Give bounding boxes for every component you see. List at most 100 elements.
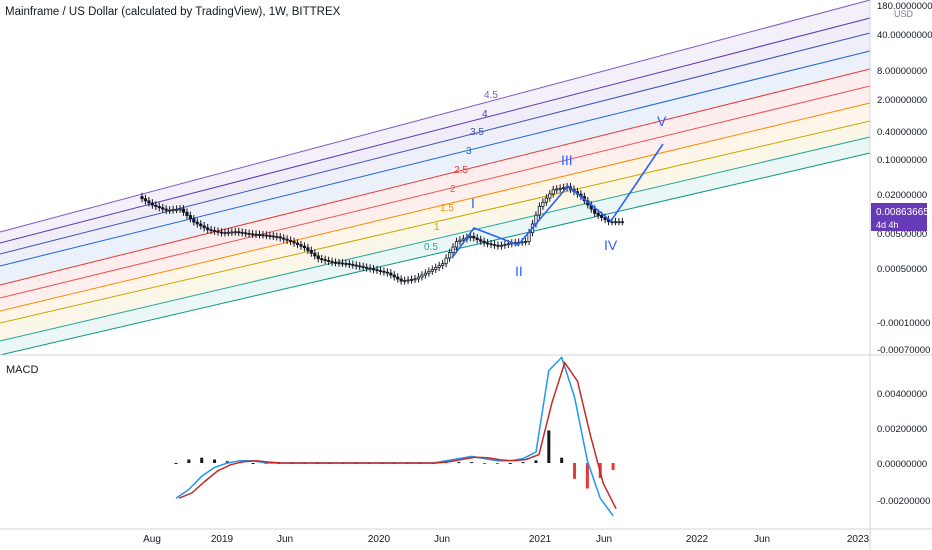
candle-body <box>499 244 504 247</box>
candle-body <box>257 234 262 236</box>
candle-body <box>289 239 293 242</box>
fib-band <box>0 0 870 243</box>
wave-label: III <box>561 152 573 168</box>
fib-band <box>0 18 870 254</box>
macd-tick-label: 0.00200000 <box>877 424 927 435</box>
time-tick-label: Jun <box>434 534 450 545</box>
candle-body <box>427 270 431 274</box>
candle-body <box>330 261 334 263</box>
candle-body <box>382 270 386 273</box>
candle-body <box>192 218 196 223</box>
macd-histogram-bar <box>560 457 564 463</box>
candle-body <box>271 235 275 238</box>
time-tick-label: 2022 <box>686 534 709 545</box>
candle-body <box>610 221 614 224</box>
wave-label: IV <box>604 237 618 253</box>
fib-channel-lines <box>0 0 871 356</box>
price-tick-label: 0.40000000 <box>877 127 927 138</box>
fib-line <box>0 152 871 356</box>
macd-histogram-bar <box>483 463 487 464</box>
candle-body <box>434 267 438 270</box>
candle-body <box>209 229 213 232</box>
candle-body <box>285 238 289 241</box>
macd-histogram-bar <box>213 459 217 463</box>
time-tick-label: 2023 <box>847 534 870 545</box>
candle-body <box>468 235 472 238</box>
candle-body <box>378 270 383 272</box>
fib-level-label: 2.5 <box>454 165 468 176</box>
price-tick-label: 40.00000000 <box>877 30 932 41</box>
candle-body <box>593 208 597 214</box>
candle-body <box>413 278 417 281</box>
candle-body <box>320 258 324 261</box>
candle-body <box>475 237 479 241</box>
candle-body <box>437 265 441 268</box>
macd-histogram-bar <box>534 460 538 463</box>
fib-level-label: 4.5 <box>484 90 498 101</box>
fib-line <box>0 102 871 312</box>
candle-body <box>441 263 445 266</box>
macd-histogram-bar <box>508 463 512 464</box>
candle-body <box>351 264 355 266</box>
time-tick-label: 2019 <box>211 534 234 545</box>
fib-level-label: 1.5 <box>440 203 454 214</box>
candle-body <box>496 244 500 247</box>
fib-line <box>0 50 871 267</box>
candle-body <box>299 244 303 247</box>
candle-body <box>206 227 210 231</box>
candle-body <box>354 264 358 267</box>
candle-body <box>403 280 407 282</box>
wave-path <box>451 143 664 259</box>
macd-tick-label: 0.00400000 <box>877 389 927 400</box>
candle-body <box>168 209 172 212</box>
currency-label: USD <box>894 9 914 19</box>
candle-body <box>541 201 545 207</box>
candle-body <box>333 261 338 264</box>
candle-body <box>143 198 148 202</box>
candle-body <box>171 209 175 212</box>
fib-line <box>0 136 871 342</box>
macd-histogram-bar <box>547 430 551 463</box>
fib-band <box>0 121 870 341</box>
price-tick-label: -0.00070000 <box>877 345 930 356</box>
macd-tick-label: 0.00000000 <box>877 459 927 470</box>
candle-body <box>295 242 300 246</box>
candle-body <box>313 252 317 257</box>
fib-level-label: 0.5 <box>424 242 438 253</box>
candle-body <box>389 272 393 276</box>
candle-body <box>306 247 310 251</box>
candle-body <box>327 260 331 262</box>
candle-body <box>230 231 234 234</box>
candle-body <box>219 231 224 234</box>
candle-body <box>447 252 452 259</box>
candle-body <box>178 208 182 211</box>
price-tick-label: 0.00500000 <box>877 229 927 240</box>
macd-histogram-bar <box>251 463 255 464</box>
candle-body <box>555 188 559 191</box>
fib-band <box>0 51 870 285</box>
candle-body <box>157 206 161 209</box>
candle-body <box>147 200 151 204</box>
candle-body <box>323 259 327 261</box>
candle-body <box>409 279 414 281</box>
candle-body <box>485 242 490 245</box>
candle-body <box>150 202 154 206</box>
candle-body <box>617 221 621 224</box>
candle-body <box>282 237 286 240</box>
candle-body <box>223 232 227 234</box>
price-tick-label: -0.00010000 <box>877 318 930 329</box>
candle-body <box>316 255 320 260</box>
fib-line <box>0 17 871 244</box>
fib-line <box>0 0 871 233</box>
wave-label: II <box>515 263 523 279</box>
candle-body <box>454 241 459 248</box>
candle-body <box>344 262 348 265</box>
fib-line <box>0 68 871 286</box>
candle-body <box>278 236 282 239</box>
macd-histogram-bar <box>174 463 178 464</box>
fib-line <box>0 120 871 324</box>
macd-histogram-bar <box>573 463 577 479</box>
